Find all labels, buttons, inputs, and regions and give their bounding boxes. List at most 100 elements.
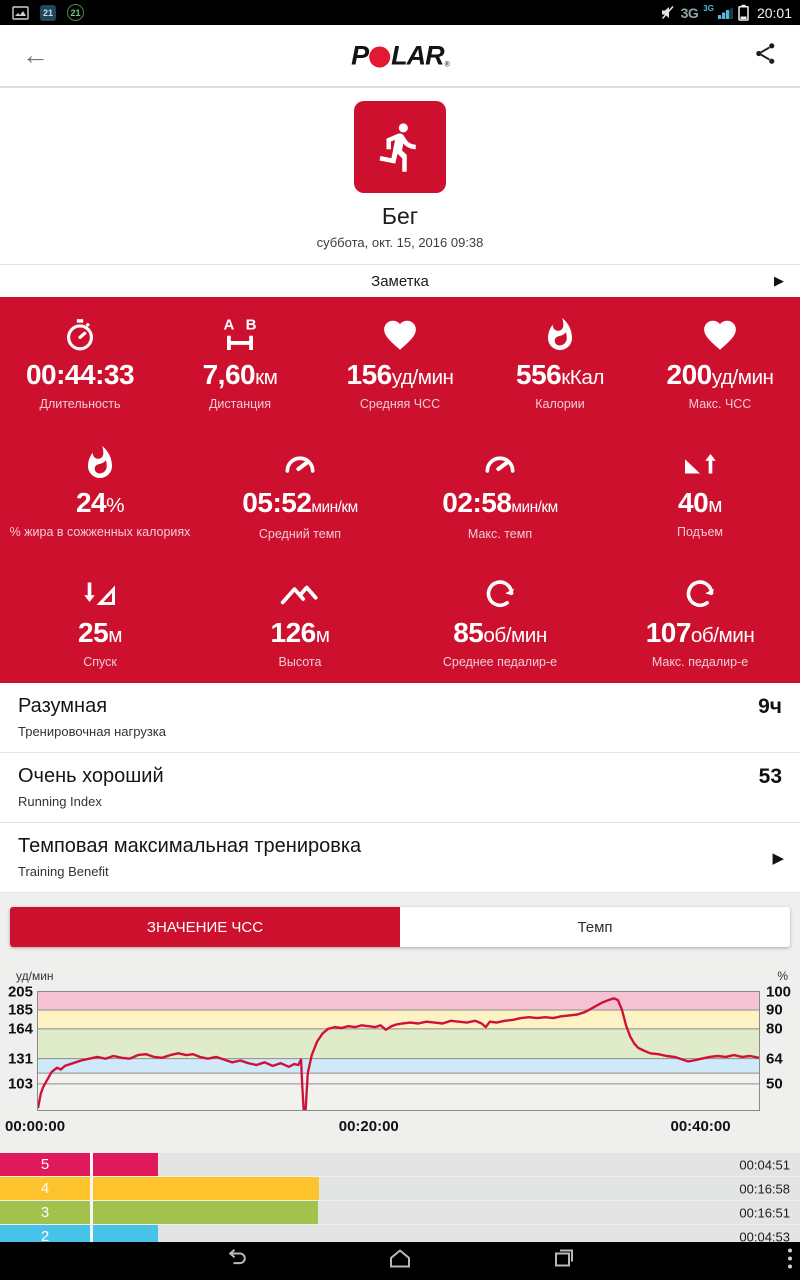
stat-label: Калории	[535, 397, 585, 411]
y-axis-unit-right: %	[777, 969, 788, 983]
back-nav-icon[interactable]	[223, 1247, 249, 1276]
zone-number: 4	[0, 1177, 93, 1200]
feedback-row: Очень хороший Running Index 53	[0, 753, 800, 823]
stat-cell: 107об/мин Макс. педалир-е	[600, 570, 800, 669]
activity-summary-header: Бег суббота, окт. 15, 2016 09:38	[0, 88, 800, 256]
flame-icon	[484, 312, 636, 354]
stat-value: 24%	[75, 487, 125, 518]
polar-logo-red-o	[369, 46, 391, 67]
stat-cell: 24% % жира в сожженных калориях	[0, 440, 200, 541]
note-row[interactable]: Заметка ▶	[0, 264, 800, 297]
zone-time-label: 00:16:51	[739, 1205, 790, 1220]
x-tick-time: 00:40:00	[670, 1118, 731, 1135]
chart-x-axis-labels: 00:00:00 00:20:00 00:40:00	[5, 1111, 760, 1145]
stat-cell: 556кКал Калории	[480, 312, 640, 411]
android-nav-bar	[0, 1242, 800, 1280]
stat-value: 40м	[678, 487, 722, 518]
zone-time-label: 00:04:51	[739, 1157, 790, 1172]
menu-dots-icon[interactable]	[782, 1246, 798, 1277]
y-tick-bpm: 164	[7, 1020, 33, 1038]
tab-pace[interactable]: Темп	[400, 907, 790, 947]
stat-value: 05:52мин/км	[242, 487, 358, 518]
stat-label: Средний темп	[258, 527, 342, 541]
back-button[interactable]: ←	[22, 40, 49, 70]
stats-row: 00:44:33 Длительность A B 7,60км Дистанция 156…	[0, 297, 800, 425]
zone-row-5: 5 00:04:51	[0, 1153, 800, 1176]
stats-row: 25м Спуск 126м Высота 85об/мин Среднее педали…	[0, 555, 800, 683]
stat-label: Подъем	[676, 525, 724, 539]
zone-number: 3	[0, 1201, 93, 1224]
share-button[interactable]	[753, 41, 778, 71]
sport-title: Бег	[381, 203, 419, 229]
zone-time-label: 00:04:53	[739, 1229, 790, 1244]
stat-value: 200уд/мин	[666, 359, 774, 390]
stat-cell: 156уд/мин Средняя ЧСС	[320, 312, 480, 411]
stat-label: Макс. ЧСС	[688, 397, 752, 411]
stat-cell: 85об/мин Среднее педалир-е	[400, 570, 600, 669]
feedback-row: Разумная Тренировочная нагрузка 9ч	[0, 683, 800, 753]
polar-logo: P LAR ®	[351, 40, 450, 70]
stat-value: 02:58мин/км	[442, 487, 558, 518]
feedback-title: Темповая максимальная тренировка	[18, 835, 362, 857]
zone-number: 5	[0, 1153, 93, 1176]
zone-time-bar	[93, 1177, 320, 1200]
feedback-row[interactable]: Темповая максимальная тренировка Training…	[0, 823, 800, 893]
network-badge: 3G	[703, 4, 714, 13]
feedback-subtitle: Running Index	[18, 794, 102, 809]
y-axis-unit-left: уд/мин	[16, 969, 54, 983]
stat-cell: 02:58мин/км Макс. темп	[400, 440, 600, 541]
stat-value: 7,60км	[202, 359, 278, 390]
y-tick-bpm: 103	[7, 1075, 33, 1093]
stat-value: 126м	[270, 617, 330, 648]
y-tick-percent: 90	[766, 1001, 783, 1019]
heart-icon	[644, 312, 796, 354]
y-tick-percent: 64	[766, 1050, 783, 1068]
stat-label: Макс. педалир-е	[651, 655, 749, 669]
feedback-subtitle: Training Benefit	[18, 864, 109, 879]
stat-cell: A B 7,60км Дистанция	[160, 312, 320, 411]
feedback-title: Разумная	[18, 695, 108, 717]
activity-datetime: суббота, окт. 15, 2016 09:38	[316, 235, 484, 250]
training-stats-panel: 00:44:33 Длительность A B 7,60км Дистанция 156…	[0, 297, 800, 683]
zone-time-bar	[93, 1153, 158, 1176]
stat-cell: 05:52мин/км Средний темп	[200, 440, 400, 541]
runner-icon	[354, 101, 446, 193]
signal-strength-icon	[717, 5, 734, 20]
feedback-value: 9ч	[758, 695, 782, 718]
zone-time-bar	[93, 1201, 318, 1224]
stat-value: 85об/мин	[453, 617, 547, 648]
graph-section: ЗНАЧЕНИЕ ЧСС Темп уд/мин % 205 100 185 90 164…	[0, 893, 800, 1280]
cadence-icon	[604, 570, 796, 612]
y-tick-percent: 50	[766, 1075, 783, 1093]
clock: 20:01	[756, 4, 792, 21]
cadence-icon	[404, 570, 596, 612]
x-tick-time: 00:00:00	[5, 1118, 66, 1135]
mute-icon	[660, 5, 677, 20]
stopwatch-icon	[4, 312, 156, 354]
gauge-icon	[204, 440, 396, 482]
stat-cell: 40м Подъем	[600, 440, 800, 541]
battery-icon	[738, 4, 749, 21]
home-nav-icon[interactable]	[387, 1247, 413, 1276]
x-tick-time: 00:20:00	[338, 1118, 399, 1135]
y-tick-bpm: 131	[7, 1050, 33, 1068]
tab-hr[interactable]: ЗНАЧЕНИЕ ЧСС	[10, 907, 400, 947]
app-header: ← P LAR ®	[0, 25, 800, 88]
stat-label: Длительность	[39, 397, 121, 411]
feedback-title: Очень хороший	[18, 765, 164, 787]
stat-value: 107об/мин	[645, 617, 755, 648]
stat-cell: 200уд/мин Макс. ЧСС	[640, 312, 800, 411]
y-tick-percent: 80	[766, 1020, 783, 1038]
stat-value: 00:44:33	[25, 359, 135, 390]
flame-icon	[4, 440, 196, 482]
badge-21-icon: 21	[40, 4, 56, 21]
svg-text:B: B	[246, 316, 257, 333]
chart-tabbar: ЗНАЧЕНИЕ ЧСС Темп	[10, 907, 790, 947]
stat-label: Дистанция	[208, 397, 272, 411]
chevron-right-icon: ▶	[774, 273, 784, 288]
stat-cell: 126м Высота	[200, 570, 400, 669]
zone-time-label: 00:16:58	[739, 1181, 790, 1196]
recents-nav-icon[interactable]	[551, 1247, 577, 1276]
